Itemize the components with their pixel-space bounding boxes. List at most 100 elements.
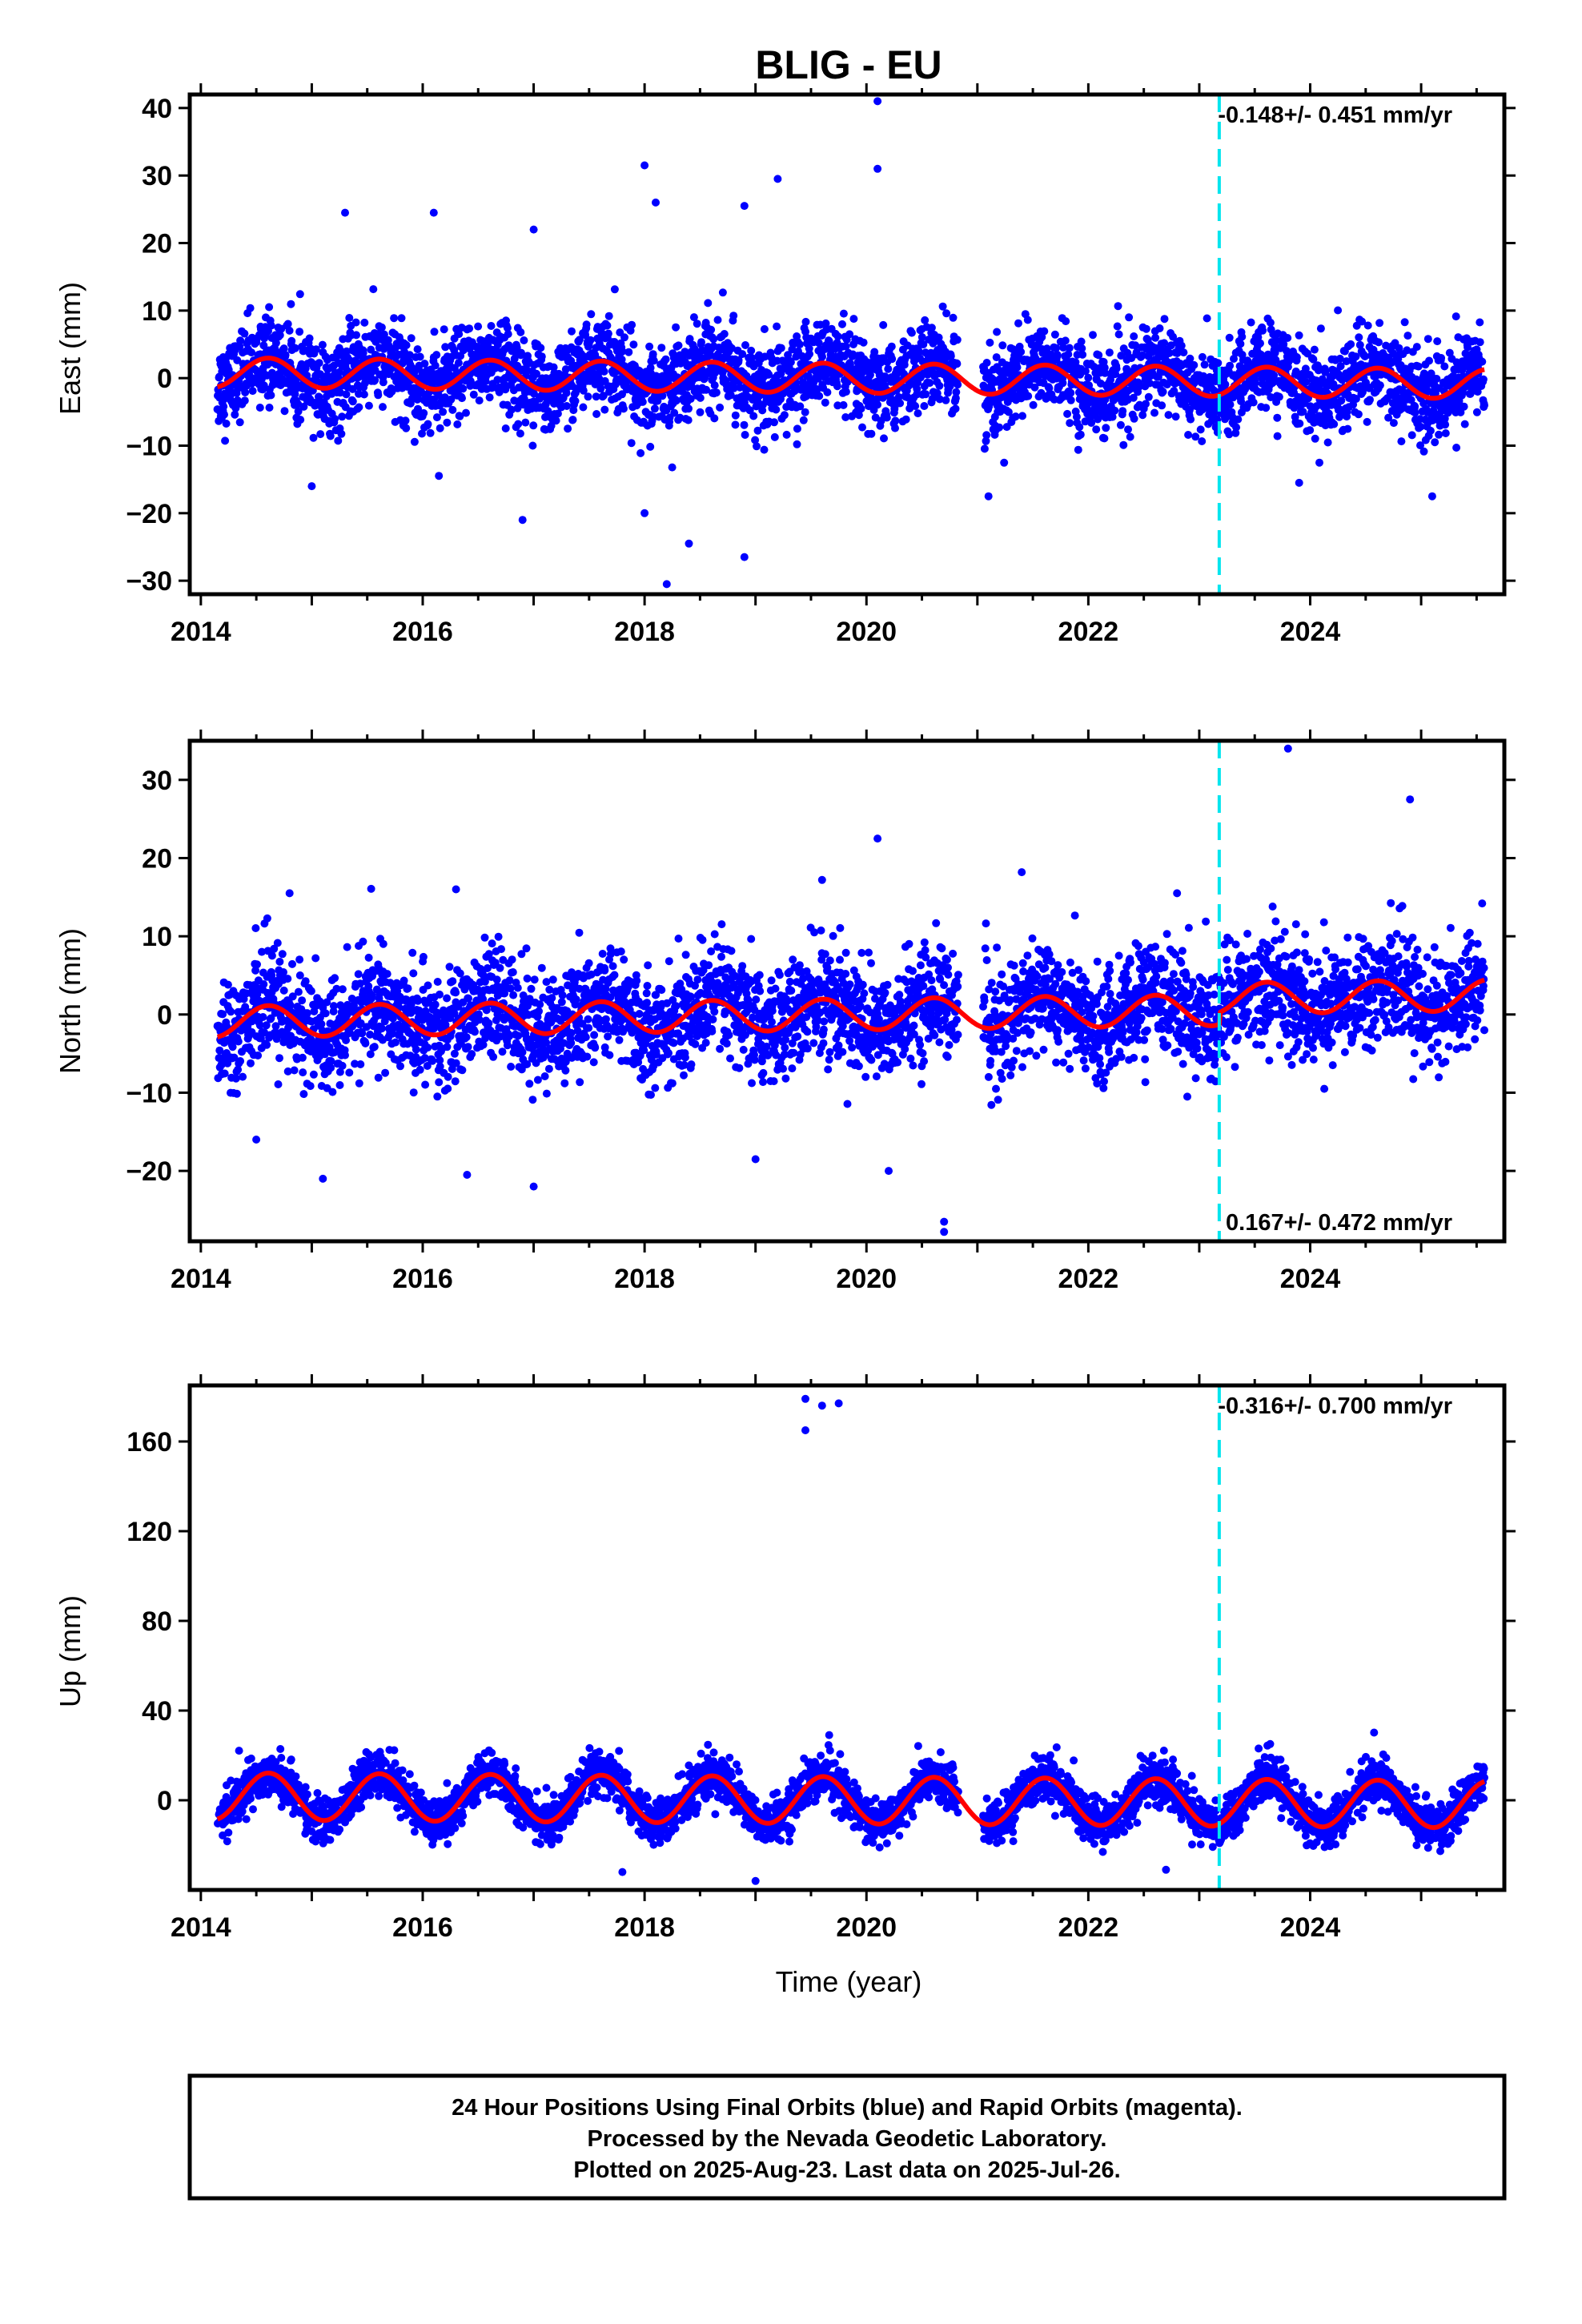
data-point: [603, 321, 612, 330]
data-point: [459, 384, 468, 393]
data-point: [342, 390, 351, 399]
data-point: [799, 416, 808, 424]
data-point: [514, 1031, 523, 1040]
data-point: [299, 402, 308, 411]
data-point: [471, 1027, 479, 1036]
data-point: [1198, 437, 1207, 445]
data-point: [729, 312, 738, 320]
data-point: [345, 314, 354, 322]
data-point: [1171, 412, 1180, 421]
outlier-point: [518, 516, 527, 525]
data-point: [1323, 438, 1332, 447]
data-point: [697, 338, 705, 347]
data-point: [501, 385, 510, 394]
data-point: [793, 424, 801, 433]
data-point: [596, 384, 605, 393]
data-point: [343, 943, 351, 951]
data-point: [360, 318, 369, 327]
y-tick-label: 20: [142, 229, 172, 259]
data-point: [693, 320, 701, 328]
data-point: [529, 421, 538, 430]
data-point: [497, 945, 505, 954]
data-point: [424, 1043, 432, 1052]
data-point: [542, 1089, 551, 1098]
data-point: [953, 360, 962, 368]
data-point: [405, 351, 414, 360]
data-point: [528, 1096, 537, 1104]
data-point: [568, 327, 576, 336]
data-point: [455, 330, 464, 339]
data-point: [1419, 447, 1428, 456]
data-point: [295, 955, 304, 964]
data-point: [294, 407, 303, 416]
data-point: [285, 326, 294, 335]
data-point: [1066, 396, 1075, 404]
data-point: [295, 328, 304, 336]
data-point: [431, 1000, 440, 1009]
data-point: [1479, 375, 1488, 384]
y-tick-label: 30: [142, 161, 172, 191]
data-point: [1476, 338, 1484, 347]
data-point: [220, 410, 228, 419]
data-point: [1435, 430, 1443, 439]
data-point: [540, 1072, 549, 1080]
data-point: [451, 1077, 460, 1086]
data-point: [374, 1073, 383, 1082]
data-point: [1024, 392, 1033, 400]
outlier-point: [873, 164, 882, 173]
data-point: [849, 315, 858, 324]
data-point: [496, 963, 504, 972]
data-point: [295, 971, 304, 979]
data-point: [1105, 348, 1114, 357]
data-point: [841, 388, 850, 396]
data-point: [283, 320, 292, 328]
data-point: [359, 390, 368, 399]
data-point: [636, 448, 645, 457]
data-point: [435, 472, 444, 480]
data-point: [453, 420, 462, 428]
data-point: [1198, 352, 1207, 361]
data-point: [1110, 406, 1119, 415]
y-tick-label: 0: [157, 364, 172, 394]
data-point: [921, 316, 930, 324]
data-point: [431, 361, 440, 370]
data-point: [426, 428, 435, 437]
data-point: [379, 403, 387, 412]
data-point: [998, 341, 1007, 350]
data-point: [315, 359, 323, 368]
data-point: [220, 1069, 229, 1078]
data-point: [780, 411, 789, 420]
data-point: [749, 412, 758, 420]
data-point: [544, 1064, 553, 1073]
data-point: [522, 944, 531, 953]
data-point: [404, 984, 412, 993]
outlier-point: [529, 225, 538, 234]
data-point: [222, 420, 231, 428]
data-point: [321, 1009, 330, 1018]
data-point: [707, 325, 716, 334]
data-point: [361, 379, 369, 388]
data-point: [267, 391, 275, 400]
data-point: [379, 330, 388, 339]
data-point: [1114, 302, 1122, 311]
data-point: [352, 331, 360, 340]
data-point: [444, 1084, 452, 1093]
data-point: [1334, 306, 1343, 315]
data-point: [1164, 411, 1173, 420]
data-point: [311, 954, 320, 963]
data-point: [600, 367, 608, 376]
data-point: [227, 1007, 235, 1016]
data-point: [265, 404, 274, 412]
data-point: [430, 328, 439, 336]
data-point: [494, 932, 503, 941]
data-point: [710, 414, 719, 423]
data-point: [433, 1092, 442, 1101]
data-point: [627, 439, 636, 448]
data-point: [474, 322, 483, 331]
data-point: [236, 1057, 245, 1065]
data-point: [1425, 356, 1433, 365]
data-point: [498, 1047, 507, 1056]
data-point: [1062, 317, 1070, 326]
data-point: [307, 987, 315, 995]
data-point: [241, 388, 250, 396]
